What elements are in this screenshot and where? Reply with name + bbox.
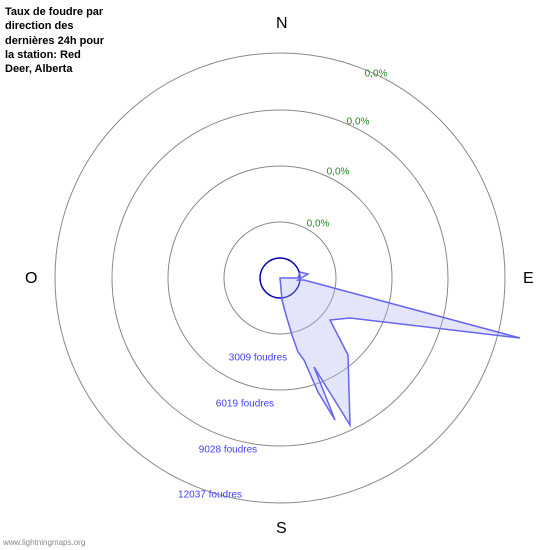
strike-count-label: 12037 foudres: [178, 490, 242, 501]
ring-percent-label: 0,0%: [347, 117, 370, 128]
cardinal-s: S: [276, 520, 287, 538]
cardinal-n: N: [276, 15, 288, 33]
ring-percent-label: 0,0%: [307, 219, 330, 230]
chart-title: Taux de foudre par direction des dernièr…: [5, 5, 105, 76]
strike-count-label: 9028 foudres: [199, 445, 257, 456]
strike-count-label: 6019 foudres: [216, 399, 274, 410]
attribution-text: www.lightningmaps.org: [3, 538, 85, 547]
cardinal-e: E: [523, 270, 534, 288]
ring-percent-label: 0,0%: [327, 167, 350, 178]
strike-count-label: 3009 foudres: [229, 353, 287, 364]
cardinal-o: O: [25, 270, 37, 288]
ring-percent-label: 0,0%: [365, 69, 388, 80]
polar-chart: [0, 0, 550, 550]
wind-rose-polygon: [280, 272, 520, 425]
